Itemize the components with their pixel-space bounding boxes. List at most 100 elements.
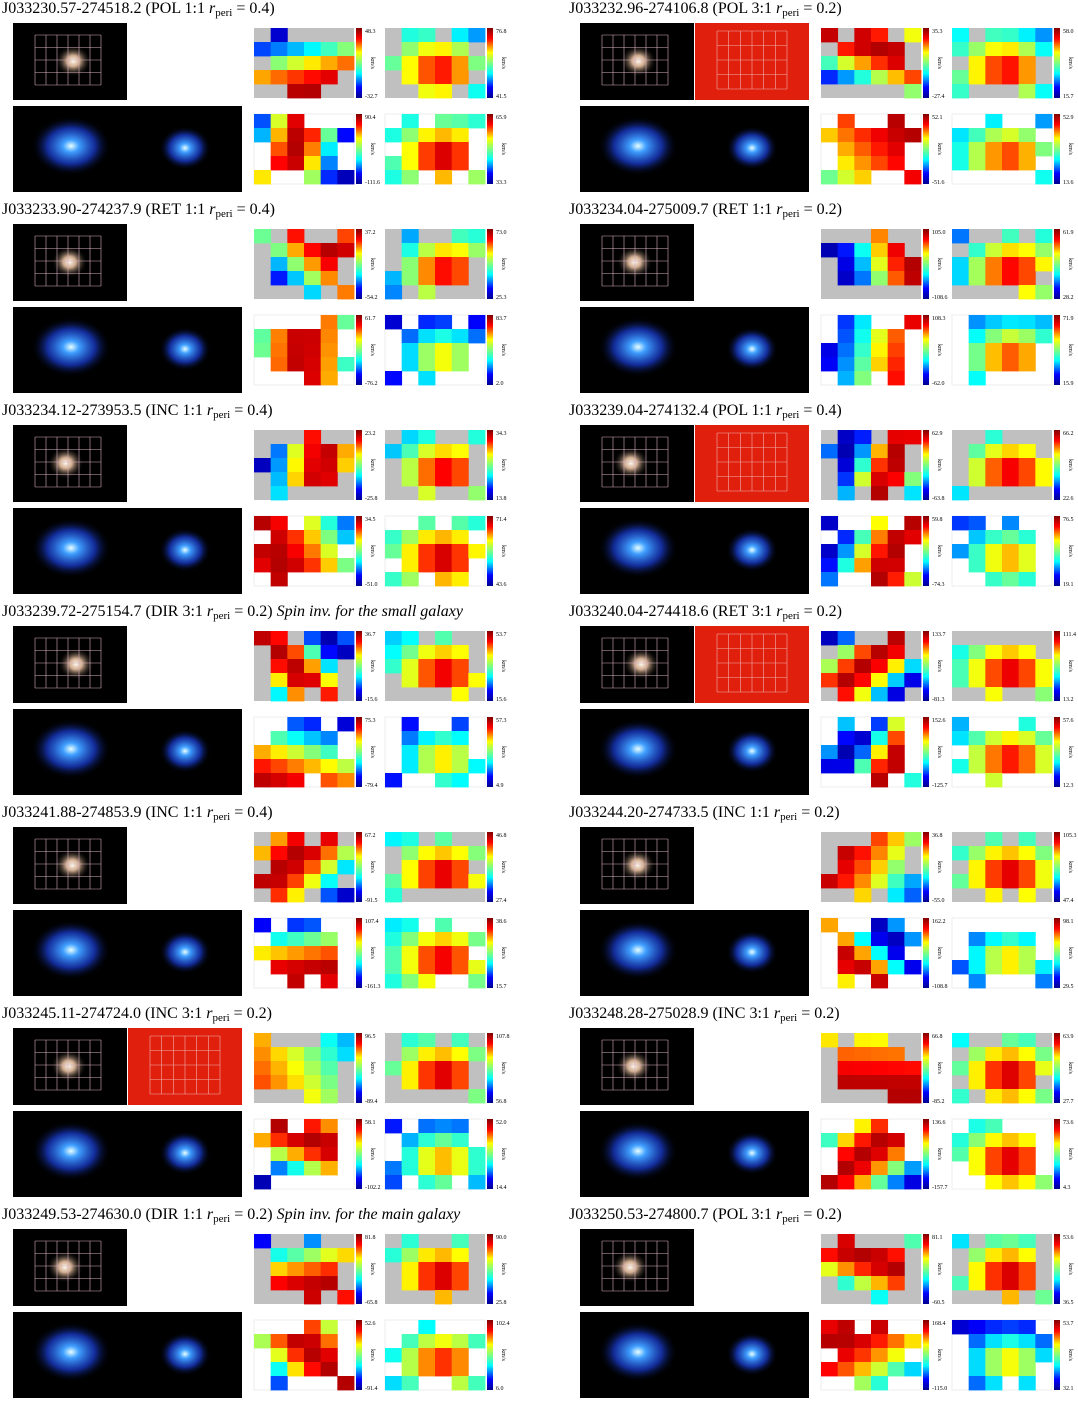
map-cell	[871, 357, 889, 372]
map-cell	[1035, 860, 1053, 875]
map-cell	[468, 1376, 486, 1391]
map-cell	[1002, 544, 1020, 559]
map-cell	[287, 659, 305, 674]
map-cell	[985, 315, 1003, 330]
map-cell	[854, 28, 872, 43]
map-cell	[254, 1234, 272, 1249]
map-cell	[1018, 888, 1036, 903]
map-cell	[435, 846, 453, 861]
map-cell	[952, 1320, 970, 1335]
map-cell	[468, 1147, 486, 1162]
colorbar	[1054, 1234, 1060, 1304]
map-cell	[904, 486, 922, 501]
map-cell	[854, 1075, 872, 1090]
map-cell	[401, 1348, 419, 1363]
colorbar-min: 14.4	[496, 1185, 507, 1191]
map-cell	[287, 687, 305, 702]
map-cell	[418, 1362, 436, 1377]
map-cell	[1002, 1075, 1020, 1090]
map-cell	[304, 170, 322, 185]
map-cell	[968, 315, 986, 330]
galaxy-blob	[159, 1131, 211, 1175]
map-cell	[320, 1089, 338, 1104]
map-cell	[468, 1047, 486, 1062]
map-cell	[304, 1147, 322, 1162]
map-cell	[320, 1248, 338, 1263]
map-cell	[401, 243, 419, 258]
map-cell	[952, 128, 970, 143]
map-cell	[871, 687, 889, 702]
galaxy-blob	[55, 45, 92, 77]
colorbar-unit: km/s	[1067, 1263, 1073, 1275]
map-cell	[320, 243, 338, 258]
panel: J033234.12-273953.5 (INC 1:1 rperi = 0.4) 2…	[2, 402, 507, 594]
r-symbol: r	[774, 804, 781, 821]
map-cell	[887, 128, 905, 143]
map-cell	[435, 42, 453, 57]
map-cell	[837, 486, 855, 501]
map-cell	[418, 1161, 436, 1176]
colorbar-max: 48.3	[365, 29, 376, 35]
map-cell	[1002, 645, 1020, 660]
map-cell	[821, 918, 839, 933]
map-cell	[871, 773, 889, 788]
r-sub: peri	[780, 811, 797, 823]
map-cell	[270, 946, 288, 961]
map-cell	[985, 773, 1003, 788]
map-cell	[337, 516, 355, 531]
map-cell	[1002, 745, 1020, 760]
map-cell	[287, 329, 305, 344]
r-symbol: r	[206, 1005, 213, 1022]
map-cell	[401, 932, 419, 947]
map-cell	[320, 444, 338, 459]
map-cell	[1018, 1133, 1036, 1148]
map-cell	[435, 645, 453, 660]
map-cell	[304, 1248, 322, 1263]
colorbar-max: 71.9	[1063, 316, 1074, 322]
map-cell	[821, 1320, 839, 1335]
map-cell	[887, 673, 905, 688]
map-cell	[985, 874, 1003, 889]
map-cell	[254, 1061, 272, 1076]
map-cell	[254, 558, 272, 573]
map-cell	[952, 1133, 970, 1148]
colorbar-max: 61.7	[365, 316, 376, 322]
map-cell	[854, 645, 872, 660]
map-cell	[385, 1376, 403, 1391]
map-cell	[435, 444, 453, 459]
map-cell	[451, 1061, 469, 1076]
r-symbol: r	[776, 1206, 783, 1223]
map-cell	[418, 1175, 436, 1190]
map-cell	[952, 1089, 970, 1104]
map-cell	[985, 946, 1003, 961]
panel-title: J033240.04-274418.6 (RET 3:1 rperi = 0.2)	[569, 603, 842, 622]
map-cell	[401, 530, 419, 545]
map-cell	[854, 874, 872, 889]
map-cell	[1002, 1248, 1020, 1263]
map-cell	[418, 645, 436, 660]
colorbar-unit: km/s	[500, 459, 506, 471]
colorbar	[1054, 430, 1060, 500]
map-cell	[320, 687, 338, 702]
map-cell	[304, 659, 322, 674]
map-cell	[337, 243, 355, 258]
map-cell	[1035, 974, 1053, 989]
map-cell	[287, 229, 305, 244]
map-cell	[968, 70, 986, 85]
map-cell	[1002, 56, 1020, 71]
colorbar	[356, 631, 362, 701]
map-cell	[952, 1147, 970, 1162]
r-sub: peri	[780, 1012, 797, 1024]
map-cell	[1018, 1047, 1036, 1062]
map-cell	[304, 371, 322, 386]
colorbar-max: 152.6	[932, 718, 946, 724]
map-cell	[304, 1089, 322, 1104]
map-cell	[401, 156, 419, 171]
galaxy-blob	[598, 719, 678, 779]
colorbar-unit: km/s	[936, 947, 942, 959]
colorbar-min: -108.8	[932, 984, 948, 990]
colorbar-unit: km/s	[1067, 1148, 1073, 1160]
map-cell	[270, 1147, 288, 1162]
map-cell	[837, 472, 855, 487]
map-cell	[385, 932, 403, 947]
